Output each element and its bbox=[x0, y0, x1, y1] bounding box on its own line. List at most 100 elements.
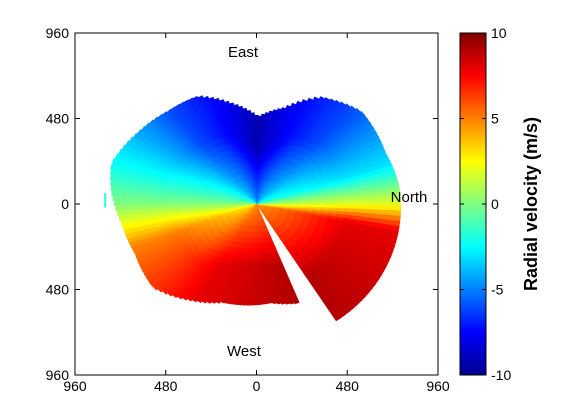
field-cell bbox=[360, 200, 369, 206]
field-cell bbox=[368, 200, 377, 206]
field-cell bbox=[352, 207, 361, 213]
x-tick-label: 960 bbox=[63, 378, 87, 394]
field-cell bbox=[344, 201, 353, 206]
field-cell bbox=[256, 287, 262, 294]
label-north: North bbox=[391, 189, 428, 206]
field-cell bbox=[111, 189, 121, 197]
field-cell bbox=[384, 209, 394, 216]
field-cell bbox=[138, 205, 148, 211]
label-west: West bbox=[227, 343, 262, 360]
field-cell bbox=[116, 210, 126, 217]
field-cell bbox=[257, 130, 262, 136]
y-tick-label: 480 bbox=[46, 282, 70, 298]
field-cell bbox=[253, 282, 258, 289]
field-cell bbox=[123, 205, 132, 211]
field-cell bbox=[379, 155, 390, 164]
y-tick-label: 0 bbox=[61, 196, 69, 212]
field-cell bbox=[272, 109, 278, 116]
field-cell bbox=[300, 99, 308, 108]
field-cell bbox=[166, 287, 177, 297]
y-axis: 960 480 0 480 960 bbox=[46, 25, 438, 383]
field-cell bbox=[144, 197, 154, 202]
field-cell bbox=[130, 205, 140, 211]
field-cell bbox=[128, 196, 138, 202]
field-cell bbox=[328, 204, 337, 208]
field-cell bbox=[118, 214, 128, 221]
x-tick-label: 480 bbox=[154, 378, 178, 394]
field-cell bbox=[311, 96, 320, 106]
field-cell bbox=[257, 135, 261, 141]
field-cell bbox=[389, 179, 399, 187]
x-axis: 960 480 0 480 960 bbox=[63, 33, 450, 394]
field-cell bbox=[253, 270, 258, 278]
colorbar-tick-label: 5 bbox=[491, 111, 499, 127]
field-cell bbox=[336, 204, 345, 209]
field-cell bbox=[160, 198, 170, 203]
field-cell bbox=[145, 201, 155, 206]
field-cell bbox=[345, 105, 356, 116]
field-cell bbox=[153, 201, 162, 206]
field-cell bbox=[137, 201, 147, 206]
field-cell bbox=[341, 103, 351, 113]
field-cell bbox=[191, 293, 200, 303]
field-cell bbox=[294, 100, 303, 109]
field-cell bbox=[391, 214, 401, 222]
field-cell bbox=[162, 285, 172, 295]
colorbar-tick-label: -5 bbox=[491, 282, 504, 298]
field-cell bbox=[368, 204, 378, 210]
field-cell bbox=[210, 295, 218, 304]
field-cell bbox=[252, 298, 258, 306]
field-cell bbox=[110, 179, 120, 187]
field-cell bbox=[264, 112, 270, 119]
field-cell bbox=[352, 200, 361, 206]
field-cell bbox=[305, 97, 314, 107]
field-cell bbox=[112, 195, 122, 202]
field-cell bbox=[136, 196, 146, 202]
field-cell bbox=[201, 295, 209, 304]
field-cell bbox=[254, 134, 259, 141]
field-cell bbox=[254, 114, 259, 121]
field-cell bbox=[352, 204, 361, 209]
field-cell bbox=[113, 200, 123, 207]
field-cell bbox=[376, 200, 385, 206]
field-cell bbox=[123, 228, 133, 235]
field-cell bbox=[152, 281, 163, 291]
field-cell bbox=[350, 107, 361, 118]
field-cell bbox=[171, 289, 181, 299]
field-cell bbox=[120, 195, 130, 202]
x-tick-label: 960 bbox=[426, 378, 450, 394]
velocity-field bbox=[104, 95, 402, 322]
field-cell bbox=[253, 276, 258, 283]
field-cell bbox=[376, 208, 386, 215]
field-cell bbox=[176, 199, 186, 203]
field-cell bbox=[260, 118, 266, 125]
field-cell bbox=[321, 97, 331, 107]
field-cell bbox=[387, 174, 398, 182]
field-cell bbox=[244, 299, 250, 306]
colorbar-tick-label: 0 bbox=[491, 196, 499, 212]
field-cell bbox=[109, 168, 121, 176]
x-tick-label: 480 bbox=[336, 378, 360, 394]
field-cell bbox=[320, 204, 329, 208]
field-cell bbox=[119, 190, 129, 197]
colorbar-tick-label: 10 bbox=[491, 25, 507, 41]
field-cell bbox=[249, 282, 255, 289]
field-cell bbox=[169, 201, 178, 206]
field-cell bbox=[256, 298, 262, 305]
field-cell bbox=[152, 197, 162, 203]
field-cell bbox=[186, 293, 196, 302]
field-cell bbox=[205, 295, 214, 304]
field-cell bbox=[122, 223, 132, 231]
field-cell bbox=[181, 292, 191, 301]
field-cell bbox=[254, 254, 258, 261]
field-cell bbox=[257, 140, 261, 146]
colorbar-ticks: 10 5 0 -5 -10 bbox=[460, 25, 511, 383]
field-cell bbox=[254, 129, 259, 136]
colorbar-tick-label: -10 bbox=[491, 367, 511, 383]
field-cell bbox=[240, 298, 246, 306]
field-cell bbox=[257, 115, 262, 122]
field-cell bbox=[254, 259, 258, 266]
field-cell bbox=[376, 204, 386, 210]
field-cell bbox=[284, 105, 292, 113]
